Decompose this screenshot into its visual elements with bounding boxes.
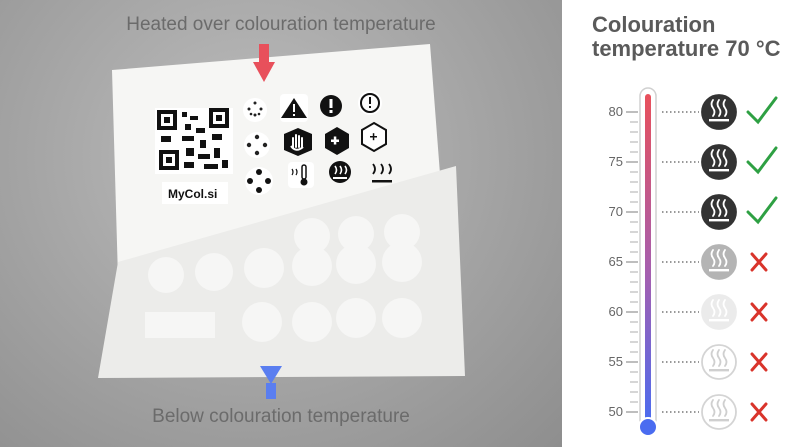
steam-icon	[701, 194, 737, 230]
check-icon	[746, 146, 778, 175]
tick-label: 70	[608, 204, 623, 219]
steam-icon	[701, 144, 737, 180]
thermometer-fill	[645, 94, 651, 424]
exclamation-outline-icon	[358, 91, 382, 115]
warning-triangle-icon	[280, 94, 308, 122]
steam-icon	[701, 244, 737, 280]
arrow-up-icon	[260, 366, 282, 399]
steam-icon	[701, 94, 737, 130]
arrow-down-icon	[253, 44, 275, 82]
scale-ticks	[626, 111, 638, 413]
thermometer-icon	[288, 162, 314, 188]
tick-label: 50	[608, 404, 623, 419]
label-box	[162, 182, 228, 204]
hexagon-outline-icon	[361, 121, 387, 153]
caption-heated: Heated over colouration temperature	[126, 14, 436, 35]
exclamation-filled-icon	[320, 95, 342, 117]
photo-scene	[98, 44, 465, 399]
tick-label: 80	[608, 104, 623, 119]
caption-below: Below colouration temperature	[152, 406, 410, 427]
tick-label: 75	[608, 154, 623, 169]
temperature-panel: Colouration temperature 70 °C 80 75 70 65 60…	[562, 0, 810, 447]
result-rows	[662, 94, 778, 430]
cross-icon	[750, 252, 768, 272]
steam-icon	[701, 294, 737, 330]
thermometer-graphic	[626, 87, 778, 437]
cross-icon	[750, 352, 768, 372]
sticker-dots-icon	[244, 132, 270, 158]
result-row	[662, 144, 778, 180]
sticker-dots-icon	[243, 98, 267, 122]
result-row	[662, 394, 768, 430]
tick-label: 55	[608, 354, 623, 369]
steam-icon	[701, 394, 737, 430]
cross-icon	[750, 402, 768, 422]
steam-outline-icon	[372, 163, 392, 183]
qr-code	[155, 108, 233, 174]
check-icon	[746, 96, 778, 125]
hexagon-plus-icon	[325, 127, 349, 155]
steam-filled-icon	[329, 161, 351, 183]
result-row	[662, 94, 778, 130]
thermometer-bulb	[638, 417, 658, 437]
panel-title: Colouration temperature 70 °C	[592, 12, 781, 61]
faint-stickers	[145, 214, 422, 342]
result-row	[662, 244, 768, 280]
tick-label: 65	[608, 254, 623, 269]
tick-label: 60	[608, 304, 623, 319]
sticker-label: MyCol.si	[168, 187, 218, 201]
check-icon	[746, 196, 778, 225]
steam-icon	[701, 344, 737, 380]
result-row	[662, 294, 768, 330]
sticker-dots-icon	[245, 167, 273, 195]
hand-icon	[284, 128, 312, 156]
result-row	[662, 344, 768, 380]
cross-icon	[750, 302, 768, 322]
photo: MyCol.si Heated over colouration tempera…	[0, 0, 562, 447]
result-row	[662, 194, 778, 230]
